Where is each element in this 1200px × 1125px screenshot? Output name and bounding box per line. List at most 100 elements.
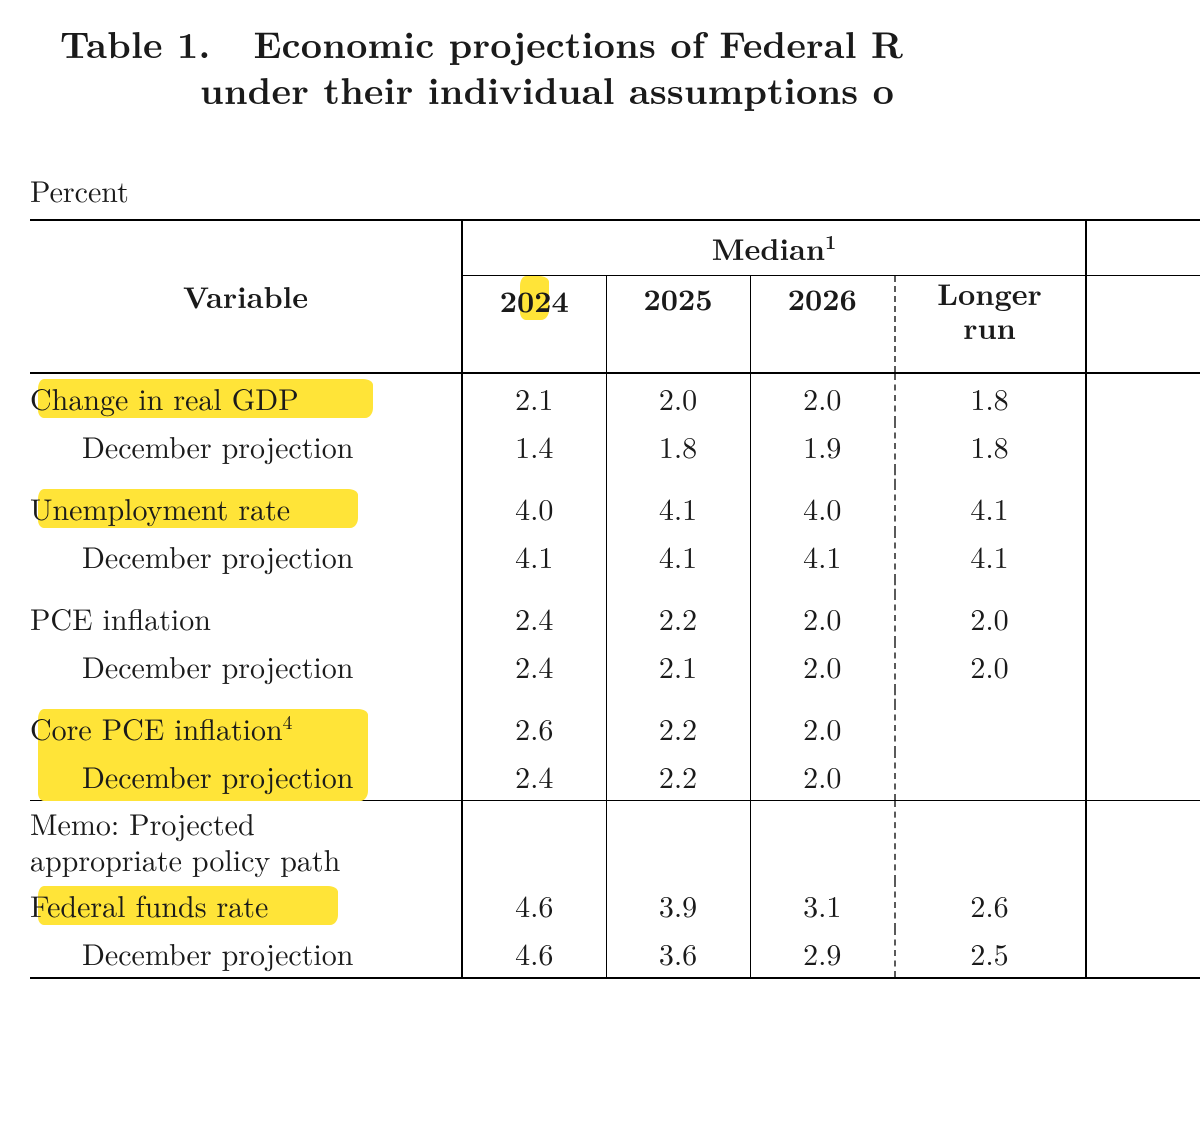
- cell-gdp_dec-2024: 1.4: [462, 422, 606, 470]
- row-unemp: Unemployment rate4.04.14.04.1: [30, 484, 1200, 532]
- cell-pce-tail: [1086, 594, 1200, 642]
- row-label-ffr_dec: December projection: [30, 929, 462, 978]
- row-label-gdp_dec: December projection: [30, 422, 462, 470]
- cell-pce-2026: 2.0: [750, 594, 894, 642]
- cell-ffr_dec-tail: [1086, 929, 1200, 978]
- cell-pce_dec-2024: 2.4: [462, 642, 606, 690]
- row-gdp_dec: December projection1.41.81.91.8: [30, 422, 1200, 470]
- longer-l2: run: [963, 305, 1016, 348]
- spacer-row: [30, 690, 1200, 704]
- row-label-core: Core PCE inflation4: [30, 704, 462, 752]
- cell-gdp-longer-run: 1.8: [894, 374, 1086, 422]
- title-line-2: under their individual assumptions o: [60, 66, 1200, 112]
- page: Table 1. Economic projections of Federal…: [0, 0, 1200, 1125]
- cell-unemp_dec-2024: 4.1: [462, 532, 606, 580]
- cell-ffr_dec-2024: 4.6: [462, 929, 606, 978]
- cell-core-2026: 2.0: [750, 704, 894, 752]
- cell-core_dec-longer-run: [894, 752, 1086, 801]
- year-2024: 2024: [500, 278, 569, 321]
- memo-row: Memo: Projected appropriate policy path: [30, 801, 1200, 881]
- cell-gdp-2026: 2.0: [750, 374, 894, 422]
- memo-empty-2024: [462, 801, 606, 881]
- col-header-2026: 2026: [750, 275, 894, 373]
- row-label-gdp: Change in real GDP: [30, 374, 462, 422]
- row-label-core_dec: December projection: [30, 752, 462, 801]
- cell-gdp-2025: 2.0: [606, 374, 750, 422]
- cell-pce-2024: 2.4: [462, 594, 606, 642]
- title-rest: Economic projections of Federal R: [253, 16, 903, 69]
- title-line-1: Table 1. Economic projections of Federal…: [60, 20, 1200, 66]
- cell-unemp-tail: [1086, 484, 1200, 532]
- table-header-row-1: Variable Median1: [30, 221, 1200, 276]
- cell-unemp-2025: 4.1: [606, 484, 750, 532]
- cell-ffr-2024: 4.6: [462, 881, 606, 929]
- cell-pce_dec-2026: 2.0: [750, 642, 894, 690]
- cell-ffr-longer-run: 2.6: [894, 881, 1086, 929]
- cell-core_dec-2025: 2.2: [606, 752, 750, 801]
- title-prefix: Table 1.: [60, 16, 211, 69]
- row-label-pce: PCE inflation: [30, 594, 462, 642]
- spacer-row: [30, 580, 1200, 594]
- col-header-2024: 2024: [462, 275, 606, 373]
- cell-core_dec-2024: 2.4: [462, 752, 606, 801]
- memo-empty-2025: [606, 801, 750, 881]
- row-ffr_dec: December projection4.63.62.92.5: [30, 929, 1200, 978]
- cell-unemp_dec-2025: 4.1: [606, 532, 750, 580]
- cell-ffr_dec-2025: 3.6: [606, 929, 750, 978]
- cell-ffr-2026: 3.1: [750, 881, 894, 929]
- spacer-row: [30, 470, 1200, 484]
- cell-core-2024: 2.6: [462, 704, 606, 752]
- header-tail-2: [1086, 275, 1200, 373]
- cell-unemp-longer-run: 4.1: [894, 484, 1086, 532]
- cell-core-longer-run: [894, 704, 1086, 752]
- memo-l2: appropriate policy path: [30, 837, 340, 880]
- col-header-variable: Variable: [30, 221, 462, 373]
- row-gdp: Change in real GDP2.12.02.01.8: [30, 374, 1200, 422]
- col-header-median: Median1: [462, 221, 1086, 276]
- col-header-2025: 2025: [606, 275, 750, 373]
- median-label: Median: [712, 226, 825, 269]
- cell-pce_dec-2025: 2.1: [606, 642, 750, 690]
- cell-unemp_dec-longer-run: 4.1: [894, 532, 1086, 580]
- header-tail: [1086, 221, 1200, 276]
- cell-gdp_dec-tail: [1086, 422, 1200, 470]
- row-pce: PCE inflation2.42.22.02.0: [30, 594, 1200, 642]
- row-pce_dec: December projection2.42.12.02.0: [30, 642, 1200, 690]
- cell-unemp_dec-tail: [1086, 532, 1200, 580]
- cell-unemp_dec-2026: 4.1: [750, 532, 894, 580]
- cell-unemp-2026: 4.0: [750, 484, 894, 532]
- row-core_dec: December projection2.42.22.0: [30, 752, 1200, 801]
- projections-table: Variable Median1 2024 2025 2026 Longer r…: [30, 219, 1200, 979]
- unit-label: Percent: [0, 113, 1200, 219]
- cell-ffr-2025: 3.9: [606, 881, 750, 929]
- highlight-2024-header: 2024: [492, 276, 577, 323]
- memo-empty-2026: [750, 801, 894, 881]
- cell-pce-longer-run: 2.0: [894, 594, 1086, 642]
- cell-core-2025: 2.2: [606, 704, 750, 752]
- median-sup: 1: [825, 227, 836, 255]
- row-label-ffr: Federal funds rate: [30, 881, 462, 929]
- cell-core_dec-2026: 2.0: [750, 752, 894, 801]
- cell-gdp-2024: 2.1: [462, 374, 606, 422]
- cell-ffr_dec-longer-run: 2.5: [894, 929, 1086, 978]
- table-title: Table 1. Economic projections of Federal…: [0, 0, 1200, 113]
- cell-gdp_dec-2025: 1.8: [606, 422, 750, 470]
- row-label-pce_dec: December projection: [30, 642, 462, 690]
- cell-gdp_dec-2026: 1.9: [750, 422, 894, 470]
- col-header-longer-run: Longer run: [894, 275, 1086, 373]
- row-unemp_dec: December projection4.14.14.14.1: [30, 532, 1200, 580]
- cell-core-tail: [1086, 704, 1200, 752]
- cell-pce-2025: 2.2: [606, 594, 750, 642]
- cell-ffr-tail: [1086, 881, 1200, 929]
- memo-empty-tail: [1086, 801, 1200, 881]
- cell-gdp-tail: [1086, 374, 1200, 422]
- row-ffr: Federal funds rate4.63.93.12.6: [30, 881, 1200, 929]
- cell-pce_dec-tail: [1086, 642, 1200, 690]
- cell-ffr_dec-2026: 2.9: [750, 929, 894, 978]
- cell-pce_dec-longer-run: 2.0: [894, 642, 1086, 690]
- cell-unemp-2024: 4.0: [462, 484, 606, 532]
- row-core: Core PCE inflation42.62.22.0: [30, 704, 1200, 752]
- memo-empty-longer: [894, 801, 1086, 881]
- row-label-unemp_dec: December projection: [30, 532, 462, 580]
- memo-label: Memo: Projected appropriate policy path: [30, 801, 462, 881]
